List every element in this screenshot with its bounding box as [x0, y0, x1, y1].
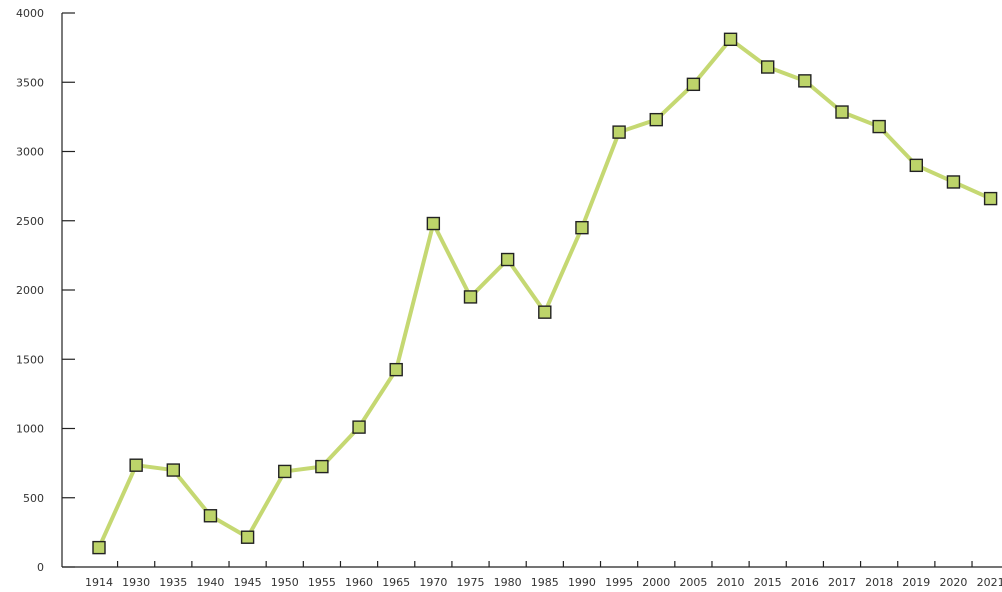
series-line: [97, 37, 993, 550]
x-tick-label: 1975: [457, 576, 485, 589]
data-point-marker: [798, 74, 812, 88]
data-point-marker: [92, 540, 106, 555]
data-point-marker: [575, 220, 589, 235]
data-point-marker: [723, 32, 738, 47]
data-point-marker: [166, 463, 181, 477]
x-tick-label: 1940: [196, 576, 224, 589]
y-tick-label: 2500: [16, 215, 44, 228]
data-point-marker: [463, 290, 478, 304]
y-tick-label: 1000: [16, 423, 44, 436]
x-tick-label: 1914: [85, 576, 113, 589]
x-tick-label: 2010: [717, 576, 745, 589]
data-point-marker: [612, 125, 626, 139]
data-point-marker: [129, 458, 143, 472]
x-tick-label: 2000: [642, 576, 670, 589]
x-tick-label: 1990: [568, 576, 596, 589]
data-point-marker: [835, 105, 849, 119]
data-point-marker: [203, 509, 218, 523]
data-point-marker: [686, 77, 701, 92]
x-tick-label: 1960: [345, 576, 373, 589]
data-point-marker: [761, 60, 775, 74]
data-point-marker: [278, 464, 292, 479]
x-tick-label: 1955: [308, 576, 336, 589]
y-tick-label: 1500: [16, 353, 44, 366]
data-point-marker: [500, 252, 515, 267]
y-tick-label: 3000: [16, 146, 44, 159]
x-tick-label: 1935: [159, 576, 187, 589]
y-tick-label: 4000: [16, 7, 44, 20]
data-point-marker: [426, 216, 441, 231]
x-tick-label: 1985: [531, 576, 559, 589]
y-tick-label: 2000: [16, 284, 44, 297]
data-point-marker: [240, 530, 255, 544]
x-tick-label: 2016: [791, 576, 819, 589]
data-point-marker: [315, 459, 329, 474]
x-tick-label: 1980: [494, 576, 522, 589]
y-tick-label: 0: [37, 561, 44, 574]
y-axis: 0 500 1000 1500 2000 2500 3000 3500 4000: [16, 7, 75, 574]
data-point-marker: [538, 305, 552, 319]
data-point-marker: [649, 112, 663, 127]
x-tick-label: 2015: [754, 576, 782, 589]
x-tick-label: 1995: [605, 576, 633, 589]
x-tick-label: 2005: [679, 576, 707, 589]
x-tick-label: 2018: [865, 576, 893, 589]
x-tick-label: 2019: [902, 576, 930, 589]
x-tick-label: 2021: [977, 576, 1002, 589]
series-group: [92, 32, 998, 555]
data-point-marker: [872, 119, 886, 134]
x-tick-label: 2017: [828, 576, 856, 589]
y-tick-label: 3500: [16, 76, 44, 89]
data-point-marker: [389, 362, 403, 377]
data-point-marker: [983, 191, 998, 206]
x-tick-label: 1965: [382, 576, 410, 589]
x-tick-label: 1930: [122, 576, 150, 589]
data-point-marker: [946, 175, 961, 189]
x-tick-label: 2020: [939, 576, 967, 589]
x-tick-label: 1945: [234, 576, 262, 589]
x-tick-label: 1970: [419, 576, 447, 589]
y-tick-label: 500: [23, 492, 44, 505]
x-axis: 1914 1930 1935 1940 1945 1950 1955 1960 1965 1970…: [62, 561, 1002, 589]
x-tick-label: 1950: [271, 576, 299, 589]
data-point-marker: [352, 420, 366, 434]
data-point-marker: [909, 158, 923, 173]
